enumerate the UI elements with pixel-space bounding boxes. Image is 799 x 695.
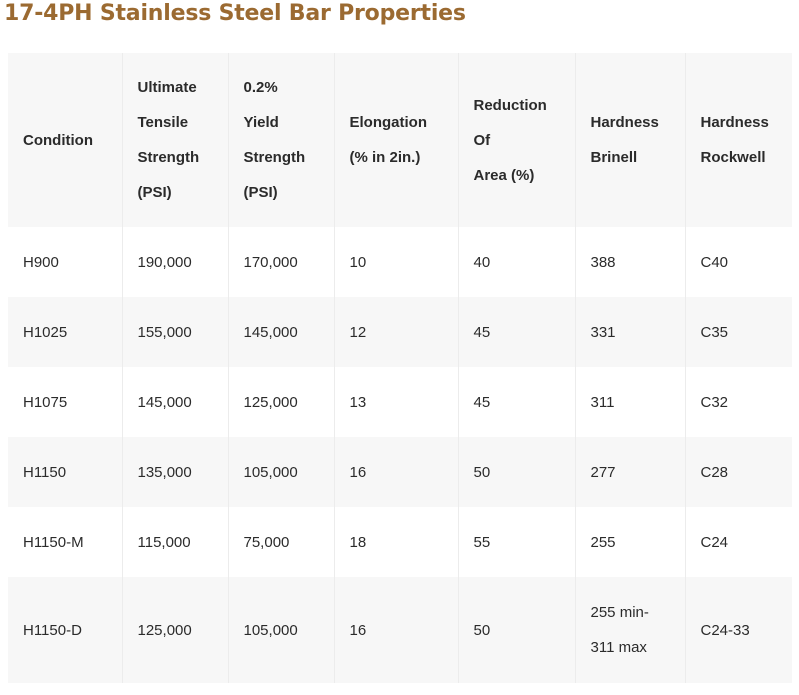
- column-header: Hardness Brinell: [575, 53, 686, 227]
- table-cell: 105,000: [228, 577, 335, 683]
- table-cell: H1025: [8, 297, 123, 367]
- table-cell: 13: [334, 367, 459, 437]
- column-header-line: Ultimate: [137, 79, 197, 96]
- column-header-line: (PSI): [137, 184, 172, 201]
- table-row: H1025 155,000 145,000 12 45 331 C35: [8, 297, 792, 367]
- column-header-line: Rockwell: [700, 149, 766, 166]
- table-cell: 45: [458, 297, 576, 367]
- table-cell: 145,000: [228, 297, 335, 367]
- table-cell: 115,000: [122, 507, 229, 577]
- column-header-line: Reduction: [473, 96, 547, 114]
- column-header: Elongation (% in 2in.): [334, 53, 459, 227]
- table-cell: 105,000: [228, 437, 335, 507]
- column-header-line: (PSI): [243, 184, 278, 201]
- column-header-line: Yield: [243, 114, 279, 131]
- column-header-line: Area (%): [473, 166, 535, 184]
- table-cell: H1150: [8, 437, 123, 507]
- table-header: Condition Ultimate Tensile Strength (PSI) 0.2…: [8, 53, 792, 227]
- table-cell: 16: [334, 437, 459, 507]
- table-cell: 190,000: [122, 227, 229, 297]
- table-cell: 50: [458, 577, 576, 683]
- table-row: H1150-D 125,000 105,000 16 50 255 min- 311 max…: [8, 577, 792, 683]
- table-cell: 10: [334, 227, 459, 297]
- table-cell: 125,000: [228, 367, 335, 437]
- table-cell: 12: [334, 297, 459, 367]
- properties-table: Condition Ultimate Tensile Strength (PSI) 0.2…: [8, 53, 792, 683]
- table-cell: C35: [685, 297, 792, 367]
- column-header: Hardness Rockwell: [685, 53, 792, 227]
- table-cell: 155,000: [122, 297, 229, 367]
- table-cell: 145,000: [122, 367, 229, 437]
- column-header-line: 0.2%: [243, 79, 278, 96]
- column-header-line: Of: [473, 131, 491, 149]
- table-cell: 331: [575, 297, 686, 367]
- column-header-line: Elongation: [349, 114, 428, 131]
- table-cell: 125,000: [122, 577, 229, 683]
- column-header-line: Brinell: [590, 149, 638, 166]
- table-cell: C24: [685, 507, 792, 577]
- column-header-line: Strength: [243, 149, 306, 166]
- table-cell: 40: [458, 227, 576, 297]
- table-cell: 135,000: [122, 437, 229, 507]
- table-body: H900 190,000 170,000 10 40 388 C40 H1025 155,000…: [8, 227, 792, 683]
- table-cell: 255: [575, 507, 686, 577]
- table-cell: H1150-D: [8, 577, 123, 683]
- properties-table-container: Condition Ultimate Tensile Strength (PSI) 0.2…: [8, 53, 792, 687]
- column-header: Ultimate Tensile Strength (PSI): [122, 53, 229, 227]
- column-header: Reduction Of Area (%): [458, 53, 576, 227]
- column-header: Condition: [8, 53, 123, 227]
- column-header-line: Tensile: [137, 114, 189, 131]
- table-cell: 311: [575, 367, 686, 437]
- column-header-line: Strength: [137, 149, 200, 166]
- table-cell: 16: [334, 577, 459, 683]
- table-cell: 388: [575, 227, 686, 297]
- table-cell: 255 min- 311 max: [575, 577, 686, 683]
- column-header-line: (% in 2in.): [349, 149, 421, 166]
- table-cell: 170,000: [228, 227, 335, 297]
- header-row: Condition Ultimate Tensile Strength (PSI) 0.2…: [8, 53, 792, 227]
- table-row: H900 190,000 170,000 10 40 388 C40: [8, 227, 792, 297]
- page-title: 17-4PH Stainless Steel Bar Properties: [4, 1, 466, 26]
- table-cell: H1150-M: [8, 507, 123, 577]
- table-cell: 55: [458, 507, 576, 577]
- table-cell: 18: [334, 507, 459, 577]
- table-cell: 75,000: [228, 507, 335, 577]
- table-cell: C24-33: [685, 577, 792, 683]
- table-cell: C40: [685, 227, 792, 297]
- table-cell: 45: [458, 367, 576, 437]
- column-header-line: Hardness: [590, 114, 659, 131]
- table-cell: H900: [8, 227, 123, 297]
- table-cell: 277: [575, 437, 686, 507]
- table-cell: C28: [685, 437, 792, 507]
- column-header: 0.2% Yield Strength (PSI): [228, 53, 335, 227]
- table-row: H1150-M 115,000 75,000 18 55 255 C24: [8, 507, 792, 577]
- column-header-line: Condition: [23, 131, 93, 149]
- table-row: H1150 135,000 105,000 16 50 277 C28: [8, 437, 792, 507]
- table-row: H1075 145,000 125,000 13 45 311 C32: [8, 367, 792, 437]
- table-cell: H1075: [8, 367, 123, 437]
- table-cell: C32: [685, 367, 792, 437]
- table-cell: 50: [458, 437, 576, 507]
- column-header-line: Hardness: [700, 114, 769, 131]
